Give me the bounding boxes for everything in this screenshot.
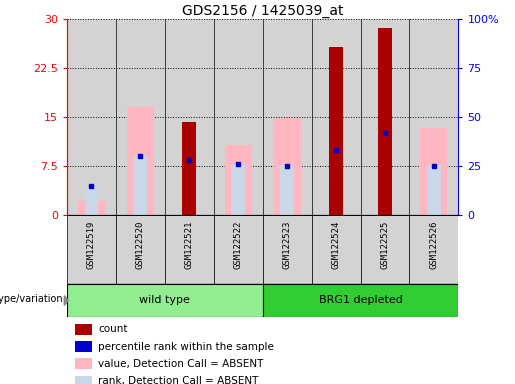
Text: percentile rank within the sample: percentile rank within the sample [98, 341, 274, 352]
Text: BRG1 depleted: BRG1 depleted [319, 295, 402, 306]
Bar [409, 19, 458, 215]
Text: GSM122526: GSM122526 [430, 220, 438, 269]
Text: GSM122520: GSM122520 [136, 220, 145, 269]
Bar [329, 46, 343, 215]
Bar [75, 324, 92, 335]
Bar [67, 19, 116, 215]
Text: rank, Detection Call = ABSENT: rank, Detection Call = ABSENT [98, 376, 259, 384]
Bar [165, 215, 214, 284]
Bar [312, 215, 360, 284]
Bar [231, 164, 245, 215]
Bar [360, 215, 409, 284]
Bar [225, 144, 252, 215]
Text: count: count [98, 324, 128, 334]
Bar [182, 122, 196, 215]
Text: GSM122523: GSM122523 [283, 220, 291, 269]
Bar [116, 215, 165, 284]
Bar [75, 376, 92, 384]
Text: GSM122521: GSM122521 [185, 220, 194, 269]
Bar [263, 215, 312, 284]
Bar [67, 215, 116, 284]
Bar [280, 165, 294, 215]
Bar [214, 19, 263, 215]
Bar [360, 19, 409, 215]
Bar [312, 19, 360, 215]
Text: GSM122519: GSM122519 [87, 220, 96, 269]
Bar [127, 108, 154, 215]
Bar [165, 19, 214, 215]
Text: value, Detection Call = ABSENT: value, Detection Call = ABSENT [98, 359, 264, 369]
Bar [420, 127, 448, 215]
Bar [378, 28, 392, 215]
Bar [67, 284, 263, 317]
Bar [75, 341, 92, 352]
Text: GSM122525: GSM122525 [381, 220, 389, 269]
Text: wild type: wild type [140, 295, 190, 306]
Bar [273, 118, 301, 215]
Bar [214, 215, 263, 284]
Bar [116, 19, 165, 215]
Bar [427, 165, 441, 215]
Bar [78, 201, 105, 215]
Text: GSM122522: GSM122522 [234, 220, 243, 269]
Text: GSM122524: GSM122524 [332, 220, 340, 269]
Bar [133, 156, 147, 215]
Text: genotype/variation: genotype/variation [0, 294, 64, 304]
Bar [263, 19, 312, 215]
Title: GDS2156 / 1425039_at: GDS2156 / 1425039_at [182, 4, 344, 18]
Bar [263, 284, 458, 317]
Bar [75, 358, 92, 369]
Polygon shape [64, 296, 68, 305]
Bar [84, 186, 98, 215]
Bar [409, 215, 458, 284]
